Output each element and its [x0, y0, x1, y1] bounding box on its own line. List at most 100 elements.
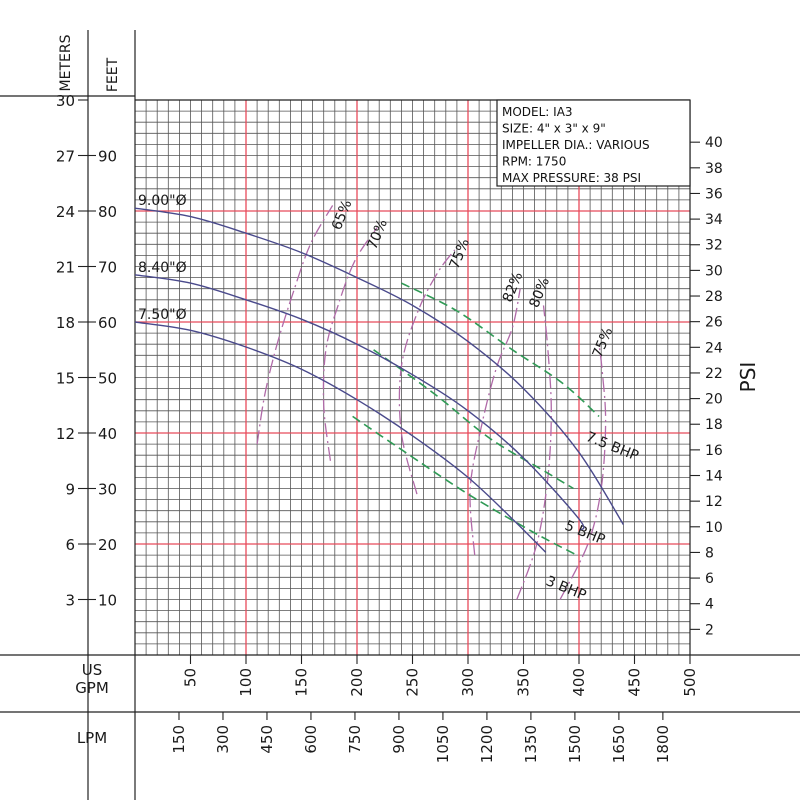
efficiency-curve — [322, 227, 378, 461]
feet-tick-label: 80 — [98, 203, 117, 221]
impeller-curve — [134, 207, 624, 525]
lpm-tick-label: 750 — [346, 725, 364, 754]
impeller-curves: 9.00"Ø 8.40"Ø 7.50"Ø — [134, 193, 624, 553]
psi-axis-label: PSI — [736, 362, 760, 393]
impeller-curve — [134, 274, 585, 531]
feet-tick-label: 20 — [98, 536, 117, 554]
meters-tick-label: 27 — [56, 148, 75, 166]
bhp-curve — [352, 415, 578, 556]
meters-tick-label: 12 — [56, 425, 75, 443]
psi-tick-label: 22 — [705, 366, 723, 382]
meters-tick-label: 6 — [65, 536, 75, 554]
psi-tick-label: 14 — [705, 469, 723, 485]
impeller-curve — [134, 321, 547, 553]
gpm-tick-label: 250 — [404, 668, 422, 697]
efficiency-curves: 65%70%75%82% 80%75% — [256, 198, 616, 600]
efficiency-curve — [516, 305, 552, 600]
feet-tick-label: 90 — [98, 148, 117, 166]
psi-tick-label: 12 — [705, 494, 723, 510]
gpm-tick-label: 500 — [681, 668, 699, 697]
psi-tick-label: 32 — [705, 238, 723, 254]
lpm-tick-label: 450 — [258, 725, 276, 754]
psi-tick-label: 6 — [705, 571, 714, 587]
gpm-axis-label-line1: US — [82, 661, 103, 679]
efficiency-curve — [398, 249, 456, 495]
feet-tick-label: 50 — [98, 370, 117, 388]
psi-tick-label: 16 — [705, 443, 723, 459]
impeller-label: 8.40"Ø — [138, 260, 187, 276]
meters-tick-label: 15 — [56, 370, 75, 388]
meters-tick-label: 21 — [56, 259, 75, 277]
psi-tick-label: 8 — [705, 545, 714, 561]
gpm-tick-label: 300 — [459, 668, 477, 697]
feet-tick-label: 70 — [98, 259, 117, 277]
efficiency-curve — [559, 344, 607, 600]
gpm-tick-label: 200 — [348, 668, 366, 697]
meters-tick-label: 24 — [56, 203, 75, 221]
feet-tick-label: 30 — [98, 481, 117, 499]
gpm-tick-label: 450 — [626, 668, 644, 697]
lpm-axis-label: LPM — [77, 729, 107, 747]
lpm-tick-label: 150 — [170, 725, 188, 754]
impeller-label: 9.00"Ø — [138, 193, 187, 209]
gpm-tick-label: 350 — [515, 668, 533, 697]
efficiency-label: 80% — [527, 275, 553, 310]
psi-tick-label: 36 — [705, 186, 723, 202]
chart-frame — [0, 30, 800, 800]
psi-tick-label: 20 — [705, 392, 723, 408]
meters-tick-label: 30 — [56, 92, 75, 110]
gpm-tick-label: 50 — [182, 668, 200, 687]
lpm-tick-label: 1050 — [434, 725, 452, 763]
info-box-line: MAX PRESSURE: 38 PSI — [502, 171, 641, 185]
lpm-tick-label: 600 — [302, 725, 320, 754]
model-info-box: MODEL: IA3 SIZE: 4" x 3" x 9" IMPELLER DIA… — [496, 99, 691, 187]
info-box-line: IMPELLER DIA.: VARIOUS — [502, 138, 650, 152]
psi-tick-label: 10 — [705, 520, 723, 536]
major-grid — [135, 100, 690, 655]
info-box-frame — [496, 99, 691, 187]
feet-tick-label: 10 — [98, 592, 117, 610]
feet-tick-label: 40 — [98, 425, 117, 443]
feet-axis-label: FEET — [105, 57, 121, 92]
psi-tick-label: 38 — [705, 161, 723, 177]
feet-tick-label: 60 — [98, 314, 117, 332]
info-box-line: MODEL: IA3 — [502, 105, 573, 119]
bhp-curve — [373, 349, 574, 490]
lpm-tick-label: 1650 — [610, 725, 628, 763]
meters-tick-label: 9 — [65, 481, 75, 499]
psi-tick-label: 18 — [705, 417, 723, 433]
meters-tick-label: 3 — [65, 592, 75, 610]
gpm-tick-label: 150 — [293, 668, 311, 697]
psi-tick-label: 40 — [705, 135, 723, 151]
psi-tick-label: 2 — [705, 622, 714, 638]
psi-tick-label: 24 — [705, 340, 723, 356]
meters-tick-label: 18 — [56, 314, 75, 332]
bhp-curve — [401, 282, 600, 417]
gpm-tick-label: 100 — [237, 668, 255, 697]
psi-tick-label: 4 — [705, 597, 714, 613]
lpm-tick-label: 300 — [214, 725, 232, 754]
psi-tick-label: 30 — [705, 263, 723, 279]
impeller-label: 7.50"Ø — [138, 307, 187, 323]
efficiency-curve — [256, 205, 334, 445]
gpm-axis-label-line2: GPM — [75, 679, 109, 697]
lpm-tick-label: 1800 — [654, 725, 672, 763]
gpm-tick-label: 400 — [570, 668, 588, 697]
psi-tick-label: 34 — [705, 212, 723, 228]
info-box-line: SIZE: 4" x 3" x 9" — [502, 122, 606, 136]
lpm-tick-label: 900 — [390, 725, 408, 754]
lpm-tick-label: 1200 — [478, 725, 496, 763]
efficiency-label: 75% — [447, 236, 473, 271]
efficiency-label: 65% — [329, 198, 355, 233]
efficiency-label: 82% — [500, 270, 526, 305]
psi-tick-label: 26 — [705, 315, 723, 331]
axis-ticks: 3691215182124273010203040506070809024681… — [56, 92, 723, 763]
meters-axis-label: METERS — [58, 34, 74, 91]
efficiency-curve — [469, 288, 521, 556]
info-box-line: RPM: 1750 — [502, 155, 566, 169]
lpm-tick-label: 1500 — [566, 725, 584, 763]
lpm-tick-label: 1350 — [522, 725, 540, 763]
